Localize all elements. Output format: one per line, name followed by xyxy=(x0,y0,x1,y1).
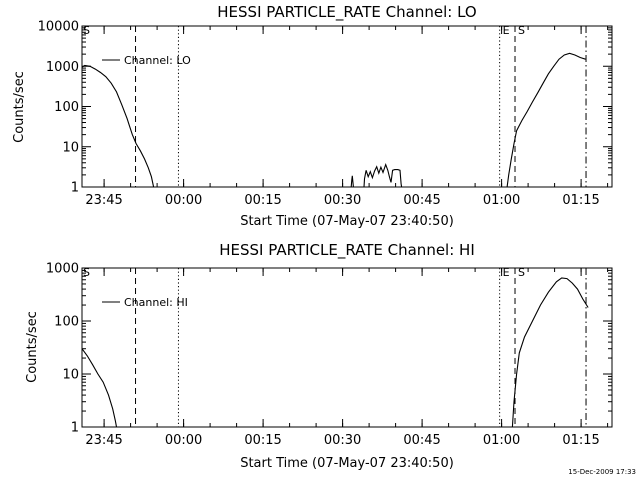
y-axis-label: Counts/sec xyxy=(25,311,40,383)
chart-title: HESSI PARTICLE_RATE Channel: LO xyxy=(217,3,476,22)
x-tick-label: 00:15 xyxy=(244,193,281,208)
chart-title: HESSI PARTICLE_RATE Channel: HI xyxy=(219,241,475,260)
x-tick-label: 01:00 xyxy=(483,193,520,208)
x-axis-label: Start Time (07-May-07 23:40:50) xyxy=(240,456,454,471)
y-axis-label: Counts/sec xyxy=(12,71,27,143)
panel-lo: HESSI PARTICLE_RATE Channel: LO Start Ti… xyxy=(12,3,613,229)
series-line xyxy=(350,175,354,188)
x-tick-label: 23:45 xyxy=(85,193,122,208)
series-line xyxy=(506,52,586,188)
plot-frame xyxy=(81,25,613,188)
x-tick-label: 01:15 xyxy=(562,193,599,208)
x-tick-label: 00:30 xyxy=(324,193,361,208)
y-tick-label: 100 xyxy=(54,100,79,115)
y-tick-label: 10 xyxy=(62,368,79,383)
x-tick-label: 23:45 xyxy=(85,433,122,448)
x-tick-label: 00:45 xyxy=(403,193,440,208)
time-marker-label: S xyxy=(83,266,90,279)
y-tick-label: 1000 xyxy=(46,262,79,277)
time-marker-label: E xyxy=(503,266,510,279)
time-marker-label: S xyxy=(518,24,525,37)
x-tick-label: 00:00 xyxy=(165,193,202,208)
x-tick-label: 00:30 xyxy=(324,433,361,448)
y-tick-label: 100 xyxy=(54,315,79,330)
footer-timestamp: 15-Dec-2009 17:33 xyxy=(568,468,636,476)
x-tick-label: 00:00 xyxy=(165,433,202,448)
y-tick-label: 1 xyxy=(71,421,79,436)
x-tick-label: 00:15 xyxy=(244,433,281,448)
x-axis-label: Start Time (07-May-07 23:40:50) xyxy=(240,214,454,229)
series-line xyxy=(363,162,403,188)
time-marker-label: S xyxy=(518,266,525,279)
y-tick-label: 10000 xyxy=(38,20,79,35)
x-tick-label: 01:15 xyxy=(562,433,599,448)
legend-entry: Channel: HI xyxy=(124,296,188,309)
x-tick-label: 00:45 xyxy=(403,433,440,448)
series-line xyxy=(81,348,118,428)
series-line xyxy=(511,277,589,428)
legend-entry: Channel: LO xyxy=(124,54,191,67)
y-tick-label: 1000 xyxy=(46,60,79,75)
panel-hi: HESSI PARTICLE_RATE Channel: HI Start Ti… xyxy=(25,241,613,471)
time-marker-label: S xyxy=(83,24,90,37)
series-line xyxy=(81,64,155,188)
y-tick-label: 1 xyxy=(71,181,79,196)
time-marker-label: E xyxy=(503,24,510,37)
x-tick-label: 01:00 xyxy=(483,433,520,448)
plot-frame xyxy=(81,267,613,428)
y-tick-label: 10 xyxy=(62,140,79,155)
